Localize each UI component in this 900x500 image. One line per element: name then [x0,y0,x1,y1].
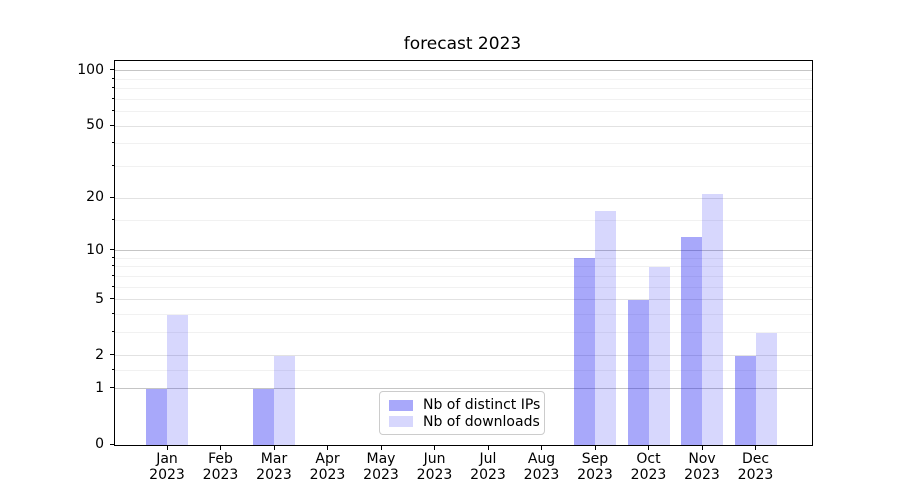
plot-area [114,60,813,446]
legend-item-downloads: Nb of downloads [389,414,540,431]
legend-label-distinct-ips: Nb of distinct IPs [423,397,541,414]
gridline-y-30 [115,166,812,168]
y-tick-mark-1 [110,387,114,389]
x-tick-label-may: May 2023 [363,451,399,483]
x-tick-mark-dec [755,446,756,450]
y-minor-tick-mark-9 [111,256,114,258]
x-tick-mark-nov [701,446,703,450]
legend-swatch-distinct-ips [389,399,413,411]
bar-distinct-ips-jan [146,388,167,445]
y-tick-label-0: 0 [95,436,104,452]
y-tick-label-1: 1 [95,379,104,396]
bar-distinct-ips-nov [681,237,702,445]
gridline-y-1 [115,388,812,390]
gridline-y-50 [115,125,812,127]
x-tick-mark-aug [541,446,542,450]
bar-distinct-ips-mar [253,388,274,445]
y-minor-tick-mark-60 [111,110,114,112]
legend-label-downloads: Nb of downloads [423,413,540,430]
x-tick-mark-feb [220,446,221,450]
bar-downloads-oct [648,266,670,445]
x-tick-mark-oct [648,446,649,450]
legend-swatch-downloads [389,416,413,428]
gridline-y-2 [115,355,812,357]
bar-downloads-jan [167,314,188,445]
x-tick-mark-sep [594,446,596,450]
gridline-y-70 [115,98,812,100]
x-tick-label-sep: Sep 2023 [577,451,613,483]
x-tick-label-dec: Dec 2023 [737,451,774,483]
y-tick-mark-5 [110,298,114,300]
y-tick-mark-50 [110,124,114,126]
gridline-y-10 [115,250,812,252]
y-minor-tick-mark-6 [111,285,114,287]
y-minor-tick-mark-90 [111,77,114,79]
y-tick-mark-20 [110,196,114,198]
legend-item-distinct-ips: Nb of distinct IPs [389,397,540,414]
x-tick-label-feb: Feb 2023 [202,451,239,483]
y-minor-tick-mark-80 [111,87,114,89]
y-minor-tick-mark-1.5 [111,369,114,371]
gridline-y-5 [115,299,812,301]
y-tick-mark-0 [110,443,114,445]
gridline-y-100 [115,70,812,72]
y-minor-tick-mark-40 [111,142,114,144]
gridline-y-60 [115,111,812,113]
gridline-y-90 [115,78,812,80]
x-tick-mark-mar [273,446,275,450]
gridline-y-15 [115,219,812,221]
y-minor-tick-mark-7 [111,274,114,276]
bar-distinct-ips-oct [627,299,649,445]
x-tick-label-oct: Oct 2023 [630,451,667,483]
chart-title: forecast 2023 [403,34,522,54]
bar-distinct-ips-dec [734,355,756,445]
y-tick-mark-100 [110,69,114,71]
gridline-y-80 [115,88,812,90]
x-tick-label-jan: Jan 2023 [149,451,185,483]
bar-downloads-mar [274,355,295,445]
y-tick-mark-2 [110,354,114,356]
x-tick-mark-jan [166,446,168,450]
y-tick-label-50: 50 [86,117,104,134]
bar-downloads-nov [702,194,723,445]
x-tick-mark-apr [327,446,328,450]
gridline-y-8 [115,266,812,268]
y-tick-label-5: 5 [95,290,104,307]
gridline-y-9 [115,257,812,259]
gridline-y-4 [115,314,812,316]
y-minor-tick-mark-4 [111,313,114,314]
x-tick-label-nov: Nov 2023 [684,451,720,483]
y-minor-tick-mark-8 [111,265,114,267]
x-tick-mark-may [380,446,382,450]
bar-downloads-sep [595,210,616,445]
gridline-y-3 [115,332,812,334]
gridline-y-6 [115,286,812,288]
x-tick-mark-jul [487,446,489,450]
y-minor-tick-mark-70 [111,97,114,99]
gridline-y-40 [115,143,812,145]
x-tick-label-jul: Jul 2023 [470,451,506,483]
x-tick-label-apr: Apr 2023 [309,451,346,483]
x-tick-label-mar: Mar 2023 [256,451,292,483]
y-minor-tick-mark-30 [111,165,114,167]
bar-distinct-ips-sep [574,258,595,445]
bar-downloads-dec [755,332,777,445]
gridline-y-1.5 [115,370,812,372]
legend: Nb of distinct IPs Nb of downloads [379,391,545,435]
y-tick-label-20: 20 [86,189,104,206]
y-minor-tick-mark-3 [111,331,114,333]
y-tick-mark-10 [110,249,114,251]
x-tick-mark-jun [434,446,435,450]
gridline-y-7 [115,275,812,277]
y-tick-label-2: 2 [95,346,104,363]
gridline-y-20 [115,197,812,199]
y-tick-label-100: 100 [77,61,104,78]
x-tick-label-jun: Jun 2023 [416,451,453,483]
y-tick-label-10: 10 [86,241,104,258]
x-tick-label-aug: Aug 2023 [523,451,560,483]
y-minor-tick-mark-15 [111,218,114,220]
